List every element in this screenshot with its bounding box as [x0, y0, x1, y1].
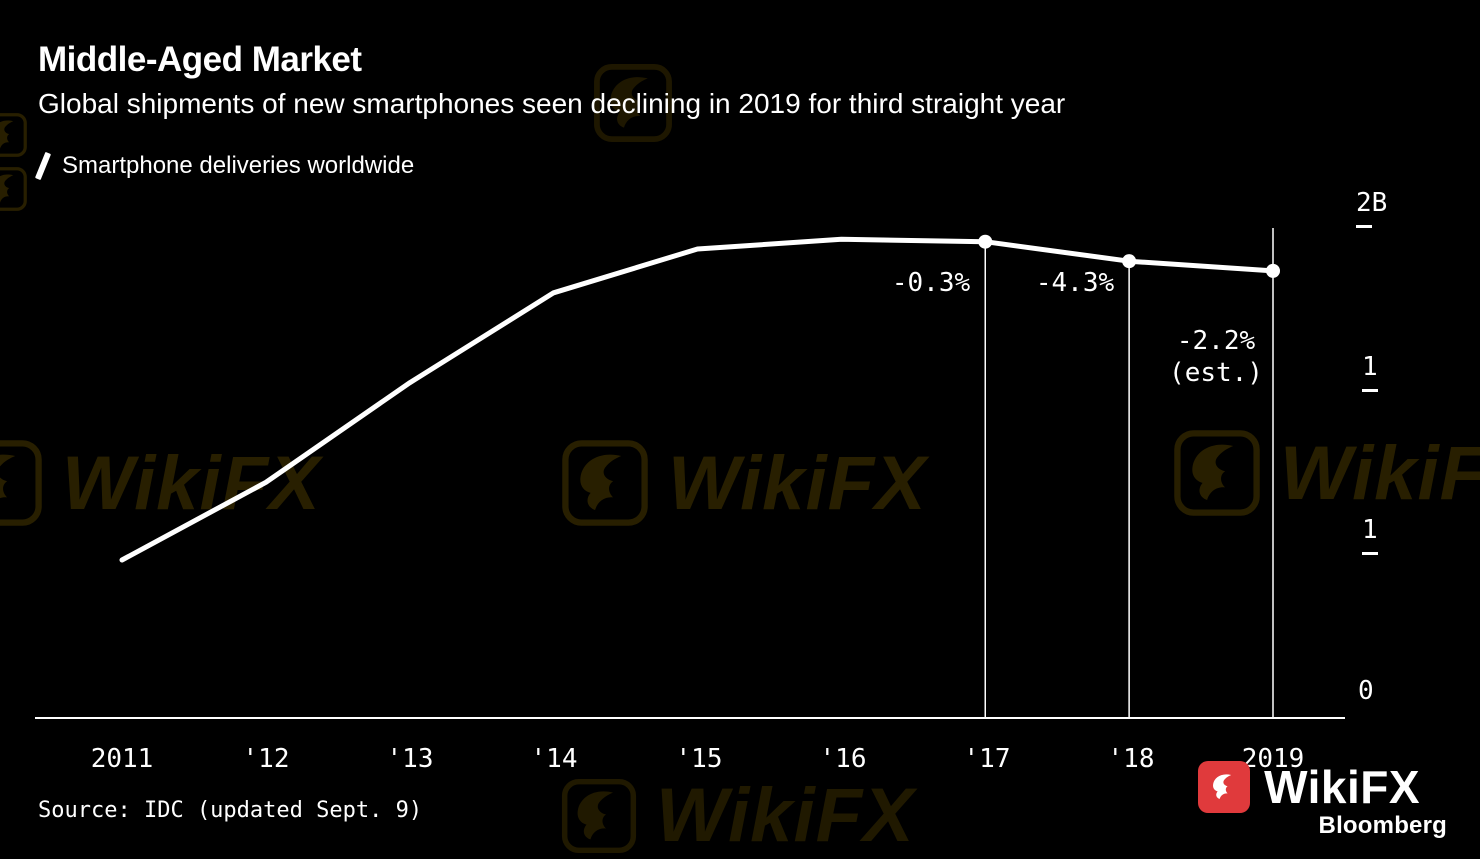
watermark-right: WikiFX: [1172, 428, 1480, 518]
watermark-center: WikiFX: [560, 438, 927, 528]
wikifx-watermark-text: WikiFX: [1280, 430, 1480, 516]
watermark-left: WikiFX: [0, 438, 321, 528]
marker-dot-2018: [1122, 254, 1137, 269]
series-line: [119, 236, 1276, 563]
wikifx-watermark-text: WikiFX: [656, 773, 915, 858]
wikifx-watermark-text: WikiFX: [62, 440, 321, 526]
wikifx-watermark-text: WikiFX: [668, 440, 927, 526]
marker-dot-2019: [1266, 263, 1280, 278]
watermark-bottom-center: WikiFX: [560, 772, 915, 859]
marker-dot-2017: [978, 234, 993, 249]
